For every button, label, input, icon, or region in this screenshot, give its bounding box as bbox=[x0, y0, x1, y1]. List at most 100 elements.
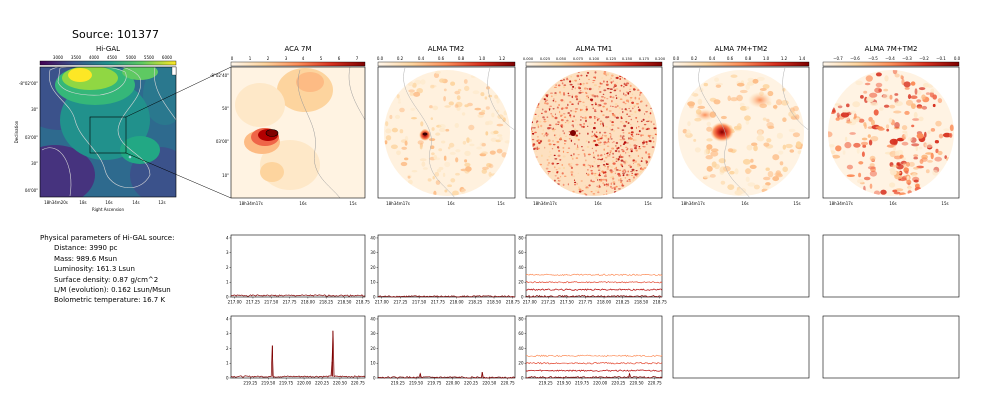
spectrum-x-tick: 217.50 bbox=[560, 300, 574, 305]
spectrum-y-tick: 40 bbox=[518, 346, 524, 351]
higal-cbar-tick: 3000 bbox=[53, 55, 64, 60]
spectrum-y-tick: 10 bbox=[370, 280, 376, 285]
alma-7m-tm2-cbar-tick: 0.4 bbox=[709, 56, 716, 61]
alma-7m-tm2-image bbox=[678, 70, 804, 196]
spectrum-x-tick: 217.50 bbox=[412, 300, 426, 305]
alma-tm1-cbar-tick: 0.125 bbox=[606, 57, 616, 61]
spectrum-x-tick: 217.25 bbox=[246, 300, 260, 305]
alma-7m-tm2-neg-cbar-tick: −0.2 bbox=[919, 56, 929, 61]
aca7m-cbar-tick: 3 bbox=[285, 56, 288, 61]
spectrum-x-tick: 217.00 bbox=[523, 300, 537, 305]
spectrum-y-tick: 20 bbox=[370, 265, 376, 270]
spectrum-panel-alma-tm1 bbox=[525, 315, 663, 379]
aca7m-y-ticks: -8°02'40" 50" 03'00" 10" bbox=[210, 73, 229, 178]
spectrum-x-tick: 220.75 bbox=[501, 381, 515, 386]
spectrum-x-tick: 218.50 bbox=[337, 300, 351, 305]
alma-7m-tm2-colorbar-ticks: 0.0 0.2 0.4 0.6 0.8 1.0 1.2 1.4 bbox=[673, 56, 806, 61]
spectrum-x-tick: 217.75 bbox=[578, 300, 592, 305]
alma-7m-tm2-cbar-tick: 0.6 bbox=[727, 56, 734, 61]
spectrum-y-tick: 60 bbox=[518, 250, 524, 255]
higal-x-tick: 18h34m20s bbox=[44, 200, 68, 205]
higal-y-tick: 04'00" bbox=[25, 188, 38, 193]
spectrum-x-tick: 220.25 bbox=[464, 381, 478, 386]
alma-7m-tm2-x-tick: 18h34m17s bbox=[681, 201, 705, 206]
aca7m-cbar-tick: 5 bbox=[320, 56, 323, 61]
higal-cbar-tick: 5500 bbox=[144, 55, 155, 60]
spectrum-line bbox=[525, 281, 663, 284]
spectrum-line bbox=[525, 372, 663, 379]
alma-tm2-cbar-tick: 1.2 bbox=[499, 56, 506, 61]
spectrum-y-tick: 0 bbox=[226, 294, 229, 299]
spectrum-y-tick: 1 bbox=[226, 280, 229, 285]
alma-tm2-x-tick: 16s bbox=[447, 201, 454, 206]
spectrum-x-tick: 220.75 bbox=[648, 381, 662, 386]
aca7m-cbar-tick: 2 bbox=[267, 56, 270, 61]
spectrum-x-tick: 219.25 bbox=[243, 381, 257, 386]
higal-ylabel: Declination bbox=[14, 120, 19, 143]
spectrum-line bbox=[377, 295, 516, 298]
spectrum-x-tick: 220.00 bbox=[297, 381, 311, 386]
spectrum-x-tick: 219.50 bbox=[261, 381, 275, 386]
alma-tm1-cbar-tick: 0.050 bbox=[556, 57, 567, 61]
spectrum-x-tick: 220.50 bbox=[482, 381, 496, 386]
spectrum-line bbox=[230, 294, 366, 297]
spectrum-x-tick: 220.25 bbox=[611, 381, 625, 386]
alma-tm2-x-ticks: 18h34m17s 16s 15s bbox=[386, 201, 504, 206]
spectrum-y-tick: 20 bbox=[370, 346, 376, 351]
alma-tm2-title: ALMA TM2 bbox=[428, 45, 465, 53]
spectrum-panel-aca7m bbox=[230, 315, 366, 379]
alma-tm1-x-ticks: 18h34m17s 16s 15s bbox=[533, 201, 651, 206]
spectrum-x-tick: 220.50 bbox=[630, 381, 644, 386]
alma-tm2-x-tick: 18h34m17s bbox=[386, 201, 410, 206]
aca7m-panel: ACA 7M 0 1 2 3 4 5 6 7 -8°0 bbox=[210, 45, 366, 206]
spectrum-y-tick: 3 bbox=[226, 250, 229, 255]
zoom-connector-lines bbox=[125, 66, 232, 199]
alma-tm2-cbar-tick: 0.2 bbox=[397, 56, 404, 61]
spectrum-y-tick: 30 bbox=[370, 331, 376, 336]
spectrum-x-tick: 218.25 bbox=[616, 300, 630, 305]
alma-7m-tm2-cbar-tick: 0.2 bbox=[691, 56, 698, 61]
alma-7m-tm2-neg-x-tick: 16s bbox=[889, 201, 896, 206]
higal-colorbar bbox=[39, 60, 177, 66]
higal-cbar-tick: 4500 bbox=[107, 55, 118, 60]
spectrum-x-tick: 217.25 bbox=[541, 300, 555, 305]
param-lm-evolution: L/M (evolution): 0.162 Lsun/Msun bbox=[54, 286, 171, 295]
alma-7m-tm2-neg-x-tick: 15s bbox=[941, 201, 948, 206]
higal-y-tick: -8°02'00" bbox=[19, 81, 38, 86]
spectrum-line bbox=[525, 288, 663, 291]
higal-cbar-tick: 6000 bbox=[162, 55, 173, 60]
higal-y-tick: 03'00" bbox=[25, 135, 38, 140]
spectrum-y-tick: 0 bbox=[226, 375, 229, 380]
spectrum-x-tick: 219.75 bbox=[427, 381, 441, 386]
alma-7m-tm2-neg-cbar-tick: −0.6 bbox=[850, 56, 860, 61]
alma-tm2-cbar-tick: 0.6 bbox=[438, 56, 445, 61]
higal-x-tick: 12s bbox=[158, 200, 165, 205]
aca7m-cbar-tick: 1 bbox=[249, 56, 252, 61]
alma-tm2-cbar-tick: 0.4 bbox=[418, 56, 425, 61]
alma-7m-tm2-neg-cbar-tick: −0.5 bbox=[868, 56, 878, 61]
alma-7m-tm2-neg-colorbar-ticks: −0.7 −0.6 −0.5 −0.4 −0.3 −0.2 −0.1 0.0 bbox=[833, 56, 960, 61]
higal-cbar-tick: 4000 bbox=[89, 55, 100, 60]
spectrum-x-tick: 218.75 bbox=[506, 300, 520, 305]
spectrum-x-tick: 218.25 bbox=[468, 300, 482, 305]
alma-7m-tm2-cbar-tick: 0.8 bbox=[745, 56, 752, 61]
spectrum-x-tick: 217.00 bbox=[228, 300, 242, 305]
spectrum-line bbox=[525, 295, 663, 298]
alma-7m-tm2-cbar-tick: 0.0 bbox=[673, 56, 680, 61]
alma-tm1-cbar-tick: 0.000 bbox=[523, 57, 534, 61]
higal-x-tick: 16s bbox=[105, 200, 112, 205]
alma-7m-tm2-x-ticks: 18h34m17s 16s 15s bbox=[681, 201, 800, 206]
spectrum-x-tick: 219.50 bbox=[409, 381, 423, 386]
spectrum-x-tick: 217.50 bbox=[264, 300, 278, 305]
spectrum-panel-alma-7m-tm2-neg bbox=[822, 315, 960, 379]
aca7m-cbar-tick: 0 bbox=[231, 56, 234, 61]
higal-panel: Hi-GAL 3000 3500 4000 4500 5000 5500 600… bbox=[14, 45, 177, 212]
higal-x-tick: 14s bbox=[132, 200, 139, 205]
spectrum-y-tick: 60 bbox=[518, 331, 524, 336]
spectrum-panel-aca7m bbox=[230, 234, 366, 298]
alma-tm1-cbar-tick: 0.150 bbox=[622, 57, 633, 61]
spectrum-x-tick: 217.75 bbox=[431, 300, 445, 305]
param-distance: Distance: 3990 pc bbox=[54, 244, 118, 253]
alma-tm1-colorbar-ticks: 0.000 0.025 0.050 0.075 0.100 0.125 0.15… bbox=[523, 57, 666, 61]
